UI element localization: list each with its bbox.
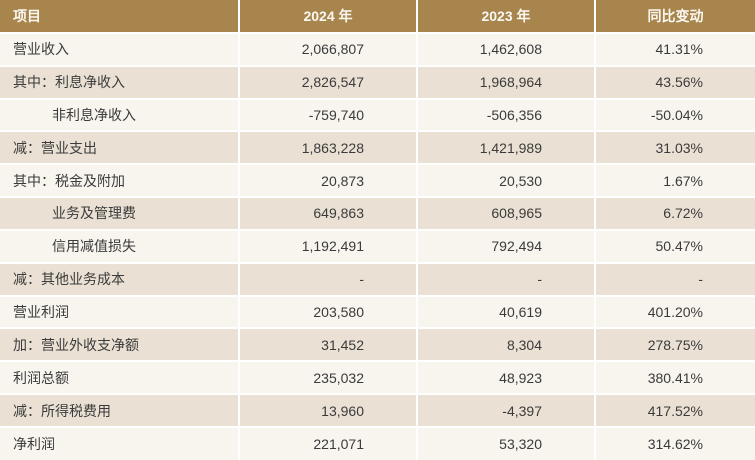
value-2024: 2,826,547 — [239, 65, 418, 100]
value-yoy: 31.03% — [595, 131, 755, 166]
value-2023: -4,397 — [417, 394, 596, 428]
value-2023: 1,462,608 — [417, 32, 596, 67]
table-row: 营业收入 2,066,807 1,462,608 41.31% — [0, 32, 755, 67]
value-2023: 53,320 — [417, 426, 596, 460]
value-2024: 203,580 — [239, 295, 418, 330]
value-2024: 31,452 — [239, 328, 418, 363]
value-2023: - — [417, 262, 596, 297]
table-row: 其中：利息净收入 2,826,547 1,968,964 43.56% — [0, 65, 755, 100]
row-label: 营业利润 — [0, 295, 240, 330]
table-row: 其中：税金及附加 20,873 20,530 1.67% — [0, 164, 755, 199]
row-label: 净利润 — [0, 426, 240, 460]
value-2023: 1,968,964 — [417, 65, 596, 100]
value-2024: 1,192,491 — [239, 229, 418, 264]
value-2023: 792,494 — [417, 229, 596, 264]
row-label: 减：营业支出 — [0, 131, 240, 166]
value-yoy: 278.75% — [595, 328, 755, 363]
value-2024: 13,960 — [239, 394, 418, 428]
value-yoy: 401.20% — [595, 295, 755, 330]
row-label: 利润总额 — [0, 361, 240, 396]
column-header-2024: 2024 年 — [239, 0, 418, 34]
value-yoy: 50.47% — [595, 229, 755, 264]
table-row: 减：所得税费用 13,960 -4,397 417.52% — [0, 394, 755, 428]
column-header-2023: 2023 年 — [417, 0, 596, 34]
table-row: 营业利润 203,580 40,619 401.20% — [0, 295, 755, 330]
value-2024: -759,740 — [239, 98, 418, 133]
table-row: 非利息净收入 -759,740 -506,356 -50.04% — [0, 98, 755, 133]
value-yoy: 417.52% — [595, 394, 755, 428]
value-yoy: 43.56% — [595, 65, 755, 100]
value-2024: 2,066,807 — [239, 32, 418, 67]
value-yoy: 6.72% — [595, 197, 755, 231]
row-label: 减：所得税费用 — [0, 394, 240, 428]
table-row: 信用减值损失 1,192,491 792,494 50.47% — [0, 229, 755, 264]
row-label: 信用减值损失 — [0, 229, 240, 264]
value-yoy: 41.31% — [595, 32, 755, 67]
table-row: 加：营业外收支净额 31,452 8,304 278.75% — [0, 328, 755, 363]
table-row: 减：营业支出 1,863,228 1,421,989 31.03% — [0, 131, 755, 166]
value-yoy: 314.62% — [595, 426, 755, 460]
value-2023: 1,421,989 — [417, 131, 596, 166]
value-2024: 221,071 — [239, 426, 418, 460]
row-label: 减：其他业务成本 — [0, 262, 240, 297]
value-yoy: 380.41% — [595, 361, 755, 396]
value-2023: 40,619 — [417, 295, 596, 330]
value-2024: 235,032 — [239, 361, 418, 396]
table-row: 净利润 221,071 53,320 314.62% — [0, 426, 755, 460]
value-yoy: - — [595, 262, 755, 297]
table-row: 业务及管理费 649,863 608,965 6.72% — [0, 197, 755, 231]
value-2024: 649,863 — [239, 197, 418, 231]
row-label: 其中：利息净收入 — [0, 65, 240, 100]
value-2024: 20,873 — [239, 164, 418, 199]
row-label: 其中：税金及附加 — [0, 164, 240, 199]
column-header-yoy-change: 同比变动 — [595, 0, 755, 34]
row-label: 营业收入 — [0, 32, 240, 67]
value-2024: - — [239, 262, 418, 297]
value-2023: 20,530 — [417, 164, 596, 199]
column-header-item: 项目 — [0, 0, 240, 34]
value-yoy: 1.67% — [595, 164, 755, 199]
value-yoy: -50.04% — [595, 98, 755, 133]
row-label: 加：营业外收支净额 — [0, 328, 240, 363]
table-row: 减：其他业务成本 - - - — [0, 262, 755, 297]
row-label: 非利息净收入 — [0, 98, 240, 133]
value-2024: 1,863,228 — [239, 131, 418, 166]
value-2023: 8,304 — [417, 328, 596, 363]
value-2023: -506,356 — [417, 98, 596, 133]
table-row: 利润总额 235,032 48,923 380.41% — [0, 361, 755, 396]
value-2023: 608,965 — [417, 197, 596, 231]
row-label: 业务及管理费 — [0, 197, 240, 231]
header-row: 项目 2024 年 2023 年 同比变动 — [0, 0, 755, 34]
value-2023: 48,923 — [417, 361, 596, 396]
